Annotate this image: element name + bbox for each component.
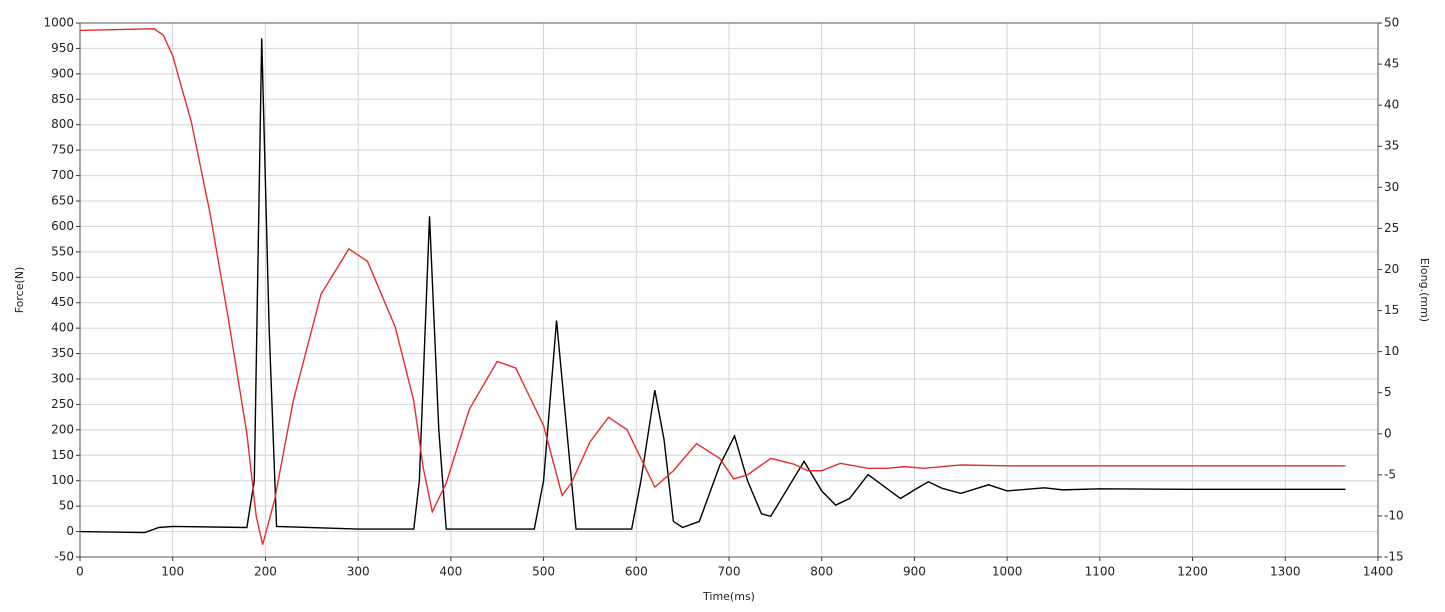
y-tick-label: 350 <box>51 346 74 360</box>
x-tick-label: 1100 <box>1085 565 1116 579</box>
y-tick-label: -50 <box>54 550 74 564</box>
x-tick-label: 200 <box>254 565 277 579</box>
y-tick-label: 200 <box>51 422 74 436</box>
x-tick-label: 900 <box>903 565 926 579</box>
y-tick-label: 1000 <box>43 16 74 30</box>
data-line <box>79 38 1346 534</box>
y2-tick-label: 15 <box>1384 303 1399 317</box>
y-tick-label: 250 <box>51 397 74 411</box>
y-tick-label: 0 <box>66 524 74 538</box>
y-tick-label: 650 <box>51 194 74 208</box>
y2-tick-label: 10 <box>1384 344 1399 358</box>
x-tick-label: 100 <box>161 565 184 579</box>
y-tick-label: 600 <box>51 219 74 233</box>
y-tick-label: 950 <box>51 41 74 55</box>
x-tick-label: 1400 <box>1363 565 1394 579</box>
x-tick-label: 1300 <box>1270 565 1301 579</box>
y2-tick-label: 25 <box>1384 221 1399 235</box>
y-tick-label: 850 <box>51 92 74 106</box>
x-tick-label: 1200 <box>1177 565 1208 579</box>
x-tick-label: 1000 <box>992 565 1023 579</box>
x-tick-label: 400 <box>439 565 462 579</box>
y2-tick-label: 20 <box>1384 262 1399 276</box>
y-tick-label: 150 <box>51 448 74 462</box>
y2-tick-label: 35 <box>1384 139 1399 153</box>
y-tick-label: 550 <box>51 244 74 258</box>
x-tick-label: 800 <box>810 565 833 579</box>
x-tick-label: 0 <box>76 565 84 579</box>
x-axis-title: Time(ms) <box>702 590 755 603</box>
y2-tick-label: -15 <box>1384 550 1404 564</box>
y-tick-label: 100 <box>51 473 74 487</box>
y2-tick-label: -10 <box>1384 508 1404 522</box>
y-tick-label: 400 <box>51 321 74 335</box>
y-tick-label: 750 <box>51 143 74 157</box>
y-tick-label: 500 <box>51 270 74 284</box>
y2-tick-label: 5 <box>1384 385 1392 399</box>
y-tick-label: 450 <box>51 295 74 309</box>
y2-tick-label: 0 <box>1384 426 1392 440</box>
y2-tick-label: 40 <box>1384 98 1399 112</box>
x-tick-label: 700 <box>718 565 741 579</box>
y2-tick-label: 45 <box>1384 57 1399 71</box>
y2-axis-title: Elong.(mm) <box>1418 258 1431 322</box>
y2-tick-label: 50 <box>1384 16 1399 30</box>
y-tick-label: 800 <box>51 117 74 131</box>
y2-tick-label: -5 <box>1384 467 1396 481</box>
x-tick-label: 500 <box>532 565 555 579</box>
y-tick-label: 700 <box>51 168 74 182</box>
x-tick-label: 600 <box>625 565 648 579</box>
y-axis-title: Force(N) <box>13 267 26 314</box>
plot-frame <box>79 22 1379 558</box>
x-tick-label: 300 <box>347 565 370 579</box>
y-tick-label: 300 <box>51 372 74 386</box>
y2-tick-label: 30 <box>1384 180 1399 194</box>
y-tick-label: 50 <box>59 499 74 513</box>
y-tick-label: 900 <box>51 66 74 80</box>
data-line <box>79 28 1346 545</box>
